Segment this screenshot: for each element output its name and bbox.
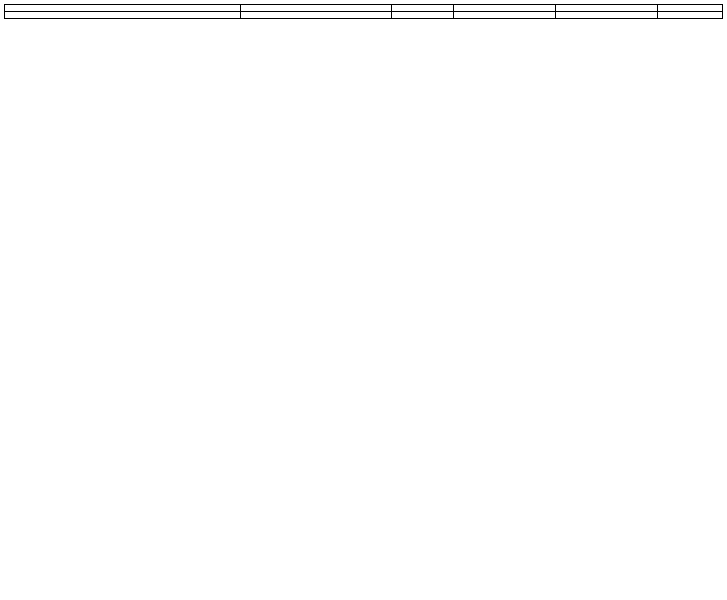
header-subject <box>5 5 241 12</box>
header-foreign <box>391 5 453 12</box>
table-row-group <box>5 12 723 19</box>
group-course1 <box>454 12 556 19</box>
header-row <box>5 5 723 12</box>
group-course2 <box>556 12 658 19</box>
group-foreign <box>391 12 453 19</box>
header-course1 <box>454 5 556 12</box>
group-subjects-cell <box>5 12 241 19</box>
header-politics <box>241 5 391 12</box>
header-total <box>658 5 723 12</box>
group-total <box>658 12 723 19</box>
group-politics <box>241 12 391 19</box>
header-course2 <box>556 5 658 12</box>
score-cutoff-table <box>4 4 723 19</box>
